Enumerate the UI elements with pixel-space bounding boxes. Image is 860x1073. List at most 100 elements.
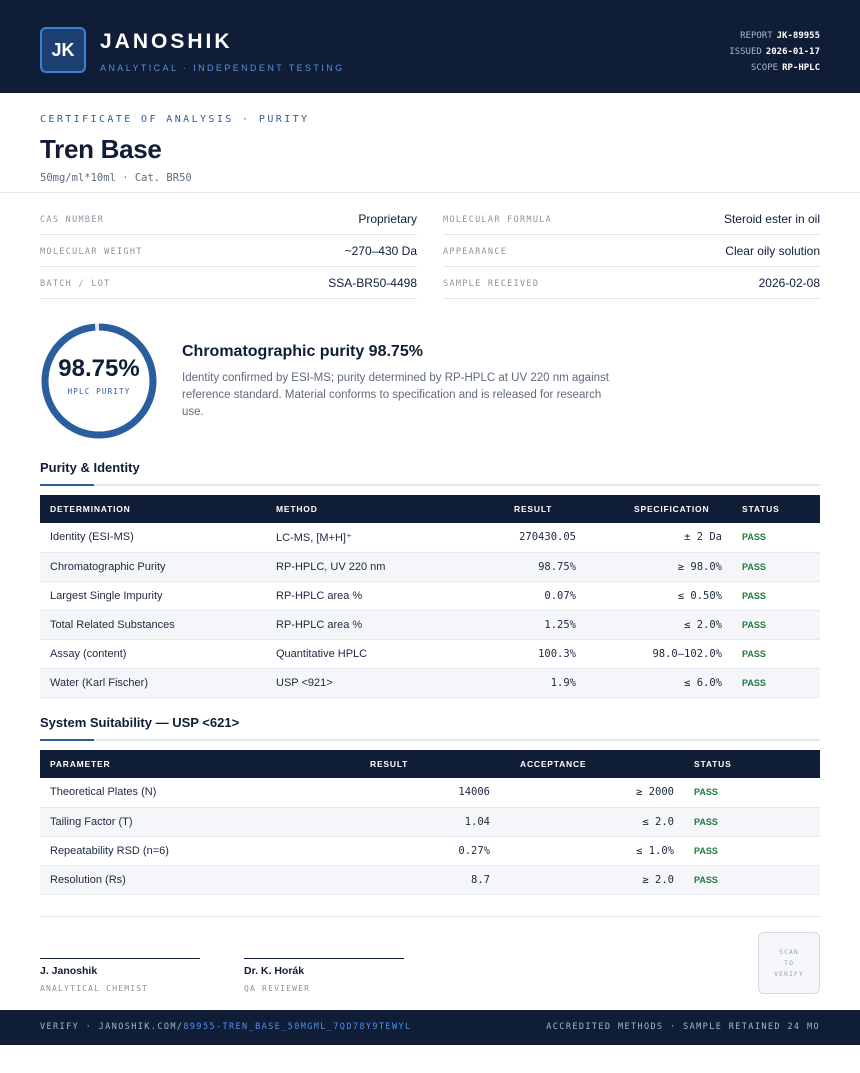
spec-cell: ≤ 0.50% [586,581,732,611]
column-header: METHOD [276,504,318,514]
table-row: Repeatability RSD (n=6) 0.27% ≤ 1.0% PAS… [40,836,820,866]
status-badge: PASS [732,668,820,698]
summary-text: Identity confirmed by ESI-MS; purity det… [182,372,609,418]
result-cell: 1.04 [360,807,500,837]
signatory-name: Dr. K. Horák [244,965,305,977]
divider [40,916,820,917]
scope-label: SCOPE [750,63,779,73]
header-bar: JK JANOSHIK ANALYTICAL · INDEPENDENT TES… [0,0,860,93]
purity-table: DETERMINATION METHOD RESULT SPECIFICATIO… [40,495,820,698]
purity-value: 98.75% [58,355,140,382]
section-rule-accent [40,739,94,741]
property-label: MOLECULAR FORMULA [443,215,553,225]
property-received: SAMPLE RECEIVED 2026-02-08 [443,267,820,299]
qr-text: SCAN [779,947,799,956]
qr-verify-box[interactable]: SCAN TO VERIFY [758,932,820,994]
report-meta: REPORT JK-89955 ISSUED 2026-01-17 SCOPE RP-… [729,28,820,76]
document-type: CERTIFICATE OF ANALYSIS · PURITY [40,114,310,125]
table-row: Total Related Substances RP-HPLC area % … [40,610,820,640]
parameter-cell: Tailing Factor (T) [40,807,360,837]
result-cell: 270430.05 [446,523,586,553]
qr-text: VERIFY [774,969,804,978]
method-cell: USP <921> [266,668,446,698]
property-appearance: APPEARANCE Clear oily solution [443,235,820,267]
result-cell: 14006 [360,778,500,808]
spec-cell: ≥ 98.0% [586,552,732,582]
section-rule [40,484,820,486]
property-value: ~270–430 Da [344,244,417,258]
status-badge: PASS [732,523,820,553]
spec-cell: ≤ 6.0% [586,668,732,698]
scope-value: RP-HPLC [782,63,820,73]
column-header: PARAMETER [50,759,111,769]
verify-link[interactable]: 89955-TREN_BASE_50MGML_7QD78Y9TEWYL [183,1022,412,1032]
status-badge: PASS [732,639,820,669]
table-row: Tailing Factor (T) 1.04 ≤ 2.0 PASS [40,807,820,837]
section-title-suitability: System Suitability — USP <621> [40,715,240,730]
parameter-cell: Theoretical Plates (N) [40,778,360,808]
property-value: Clear oily solution [725,244,820,258]
brand-name: JANOSHIK [100,30,233,53]
acceptance-cell: ≤ 1.0% [500,836,684,866]
spec-cell: 98.0–102.0% [586,639,732,669]
property-label: SAMPLE RECEIVED [443,279,540,289]
method-cell: RP-HPLC, UV 220 nm [266,552,446,582]
property-batch: BATCH / LOT SSA-BR50-4498 [40,267,417,299]
divider [0,192,860,193]
column-header: STATUS [694,759,732,769]
signature-line [244,958,404,959]
status-badge: PASS [732,581,820,611]
determination-cell: Total Related Substances [40,610,266,640]
purity-label: HPLC PURITY [67,387,131,396]
table-row: Assay (content) Quantitative HPLC 100.3%… [40,639,820,669]
parameter-cell: Repeatability RSD (n=6) [40,836,360,866]
issued-date: 2026-01-17 [765,47,820,57]
property-value: 2026-02-08 [758,276,820,290]
table-header-row: DETERMINATION METHOD RESULT SPECIFICATIO… [40,495,820,523]
property-label: MOLECULAR WEIGHT [40,247,143,257]
result-cell: 0.27% [360,836,500,866]
logo: JK [40,27,86,73]
result-cell: 8.7 [360,865,500,895]
determination-cell: Largest Single Impurity [40,581,266,611]
property-formula: MOLECULAR FORMULA Steroid ester in oil [443,203,820,235]
signature-line [40,958,200,959]
status-badge: PASS [684,836,820,866]
footer-bar: VERIFY · JANOSHIK.COM/89955-TREN_BASE_50… [0,1010,860,1045]
column-header: ACCEPTANCE [520,759,587,769]
result-cell: 1.9% [446,668,586,698]
result-cell: 1.25% [446,610,586,640]
summary-title: Chromatographic purity 98.75% [182,343,423,360]
table-row: Identity (ESI-MS) LC-MS, [M+H]⁺ 270430.0… [40,523,820,553]
verify-prefix: VERIFY · JANOSHIK.COM/ [40,1022,184,1032]
acceptance-cell: ≥ 2000 [500,778,684,808]
result-cell: 100.3% [446,639,586,669]
table-row: Chromatographic Purity RP-HPLC, UV 220 n… [40,552,820,582]
spec-cell: ± 2 Da [586,523,732,553]
qr-text: TO [784,958,794,967]
signatory-role: ANALYTICAL CHEMIST [40,984,149,993]
column-header: RESULT [370,759,409,769]
purity-ring-arc [41,323,157,439]
status-badge: PASS [732,552,820,582]
property-label: APPEARANCE [443,247,508,257]
determination-cell: Identity (ESI-MS) [40,523,266,553]
parameter-cell: Resolution (Rs) [40,865,360,895]
report-number: JK-89955 [776,31,820,41]
table-row: Largest Single Impurity RP-HPLC area % 0… [40,581,820,611]
section-rule-accent [40,484,94,486]
table-header-row: PARAMETER RESULT ACCEPTANCE STATUS [40,750,820,778]
purity-ring [41,323,157,439]
spec-cell: ≤ 2.0% [586,610,732,640]
determination-cell: Chromatographic Purity [40,552,266,582]
footer-note: ACCREDITED METHODS · SAMPLE RETAINED 24 … [546,1022,820,1032]
product-title: Tren Base [40,134,162,164]
property-cas: CAS NUMBER Proprietary [40,203,417,235]
property-label: BATCH / LOT [40,279,111,289]
status-badge: PASS [684,778,820,808]
determination-cell: Water (Karl Fischer) [40,668,266,698]
acceptance-cell: ≤ 2.0 [500,807,684,837]
acceptance-cell: ≥ 2.0 [500,865,684,895]
section-rule [40,739,820,741]
method-cell: RP-HPLC area % [266,581,446,611]
